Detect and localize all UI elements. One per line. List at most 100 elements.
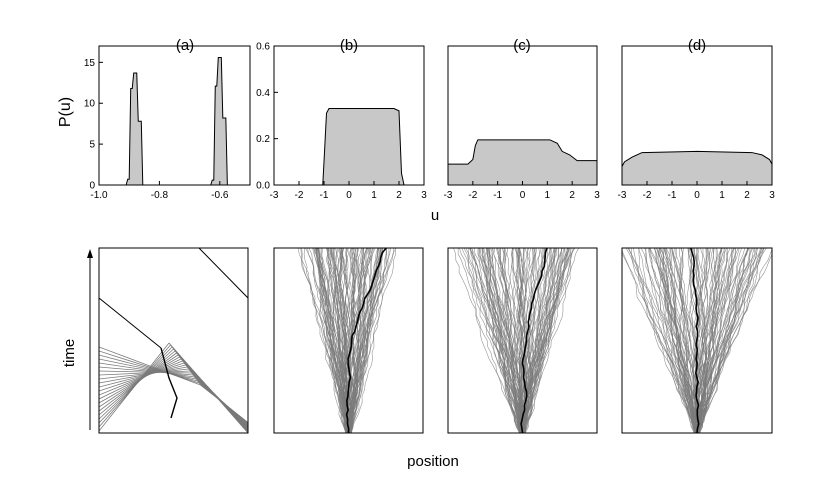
trajectory	[99, 352, 177, 412]
trajectory	[665, 248, 699, 433]
panel-b-plot: -3 -2 -1 0 1 2 3 0.0 0.2 0.4 0.6	[256, 42, 427, 202]
spacetime-panels	[98, 247, 773, 434]
trajectory	[470, 248, 521, 433]
plot-frame	[98, 45, 251, 186]
x-tick-label: -2	[468, 190, 477, 201]
trajectory	[516, 248, 524, 433]
x-tick-label: 0	[520, 190, 526, 201]
spacetime-frame	[273, 247, 424, 434]
trajectory	[349, 248, 355, 433]
distribution-outline	[621, 150, 773, 167]
trajectory	[467, 248, 522, 433]
x-tick-label: 2	[396, 190, 402, 201]
trajectory	[658, 248, 696, 433]
trajectory	[479, 248, 522, 433]
trajectory	[99, 364, 186, 388]
x-tick-label: -3	[270, 190, 279, 201]
trajectory	[99, 366, 188, 384]
trajectory	[99, 370, 192, 374]
trajectory	[698, 248, 736, 433]
y-tick-label: 10	[84, 99, 96, 110]
trajectory	[346, 248, 394, 433]
trajectory	[497, 248, 523, 433]
spacetime-panel	[98, 247, 249, 434]
trajectory	[696, 248, 765, 433]
trajectory	[200, 384, 248, 423]
x-tick-label: 0	[694, 190, 700, 201]
trajectory	[348, 248, 390, 433]
trajectory-dark	[689, 248, 700, 433]
x-tick-label: 1	[545, 190, 551, 201]
distribution-area	[448, 139, 597, 185]
trajectory	[303, 248, 347, 433]
trajectory	[347, 248, 373, 433]
trajectory	[99, 358, 197, 380]
x-tick-label: 0	[346, 190, 352, 201]
trajectory	[329, 248, 349, 433]
trajectory	[349, 248, 369, 433]
trajectory	[99, 370, 191, 376]
spacetime-panel	[447, 247, 598, 434]
x-axis-label-position: position	[407, 453, 459, 470]
panel-c-plot: -3 -2 -1 0 1 2 3	[444, 45, 600, 201]
x-tick-label: -0.6	[211, 190, 229, 201]
trajectory	[698, 248, 740, 433]
trajectory	[99, 350, 200, 384]
trajectory	[694, 248, 749, 433]
trajectory	[350, 248, 386, 433]
trajectory	[693, 248, 727, 433]
y-tick-label: 15	[84, 58, 96, 69]
trajectory	[479, 248, 525, 433]
trajectory	[348, 248, 368, 433]
x-axis-label-u: u	[431, 207, 439, 224]
trajectory	[457, 248, 523, 433]
trajectory	[487, 248, 521, 433]
trajectory	[522, 248, 565, 433]
trajectory	[697, 248, 749, 433]
spacetime-panel	[621, 247, 773, 434]
distribution-outline	[448, 139, 597, 165]
trajectory	[640, 248, 698, 433]
trajectory	[699, 248, 762, 433]
trajectory	[317, 248, 348, 433]
x-tick-label: 1	[371, 190, 377, 201]
x-tick-label: -3	[444, 190, 453, 201]
x-tick-label: -1	[668, 190, 677, 201]
trajectory	[515, 248, 524, 433]
trajectory	[488, 248, 522, 433]
trajectory	[99, 358, 182, 400]
trajectory	[693, 253, 772, 433]
trajectory	[349, 248, 379, 433]
trajectory	[463, 248, 520, 433]
trajectory	[504, 248, 524, 433]
trajectory	[318, 248, 351, 433]
trajectory	[317, 248, 348, 433]
spacetime-frame	[621, 247, 773, 434]
trajectory	[692, 248, 702, 433]
y-tick-label: 0.0	[256, 181, 270, 192]
spacetime-frame	[447, 247, 598, 434]
y-tick-label: 5	[89, 140, 95, 151]
trajectory	[469, 248, 523, 433]
trajectory	[525, 248, 551, 433]
trajectory	[99, 362, 195, 378]
trajectory	[350, 248, 397, 433]
distribution-area	[622, 151, 772, 185]
trajectory	[696, 248, 757, 433]
trajectory	[99, 346, 201, 386]
trajectory	[660, 248, 697, 433]
trajectory	[344, 248, 357, 433]
trajectory	[498, 248, 525, 433]
x-tick-label: -0.8	[151, 190, 169, 201]
x-tick-label: -1.0	[90, 190, 108, 201]
x-tick-label: 2	[744, 190, 750, 201]
spacetime-panel	[273, 247, 424, 434]
panel-a-plot: -1.0 -0.8 -0.6 0 5 10 15	[84, 45, 251, 201]
trajectory	[493, 248, 524, 433]
trajectory	[696, 248, 739, 433]
trajectory	[316, 248, 352, 433]
y-tick-label: 0.2	[256, 134, 270, 145]
y-tick-label: 0.6	[256, 42, 270, 53]
trajectory	[680, 248, 700, 433]
